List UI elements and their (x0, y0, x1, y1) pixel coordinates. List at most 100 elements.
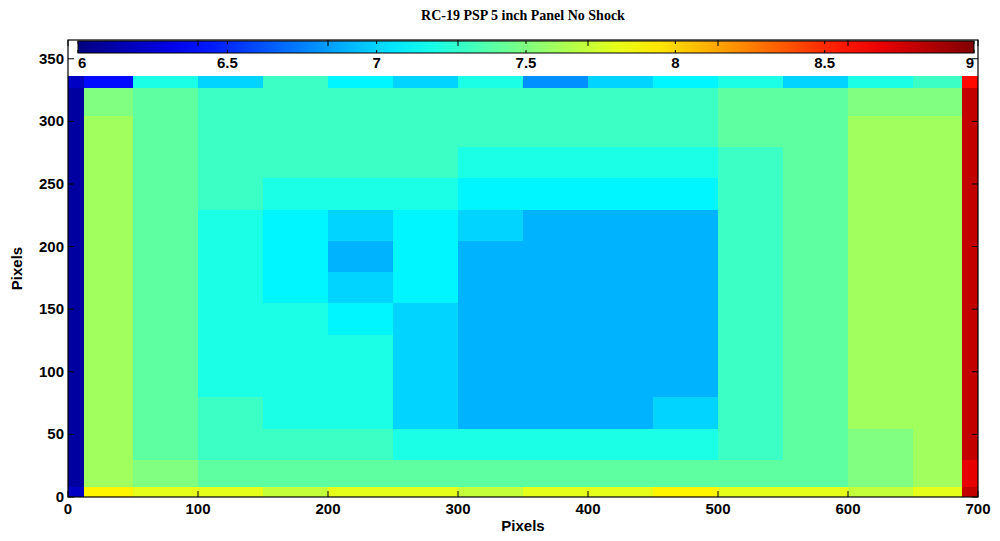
heat-cell (393, 178, 459, 210)
heat-cell (458, 334, 524, 366)
heat-cell (393, 487, 459, 497)
heat-cell (913, 397, 963, 429)
heat-cell (198, 209, 264, 241)
heat-cell (263, 334, 329, 366)
heat-cell (133, 146, 199, 178)
heat-cell (588, 459, 654, 487)
heat-cell (328, 334, 394, 366)
heat-cell (133, 178, 199, 210)
heat-cell (68, 487, 84, 497)
heat-cell (913, 178, 963, 210)
heat-cell (263, 209, 329, 241)
heat-cell (84, 303, 134, 335)
x-tick (68, 491, 69, 497)
heat-cell (393, 240, 459, 272)
heat-cell (458, 459, 524, 487)
heat-cell (263, 88, 329, 116)
y-tick (972, 246, 978, 247)
heat-cell (718, 88, 784, 116)
x-tick (718, 491, 719, 497)
heat-cell (913, 272, 963, 304)
colorbar-tick-label: 7 (372, 54, 380, 71)
heat-cell (393, 209, 459, 241)
heat-cell (848, 303, 914, 335)
x-tick (198, 491, 199, 497)
heat-cell (848, 397, 914, 429)
heat-cell (848, 146, 914, 178)
y-tick-label: 150 (39, 300, 64, 317)
heat-cell (962, 240, 978, 272)
heat-cell (962, 178, 978, 210)
heat-cell (263, 366, 329, 398)
heat-cell (133, 303, 199, 335)
heat-cell (588, 366, 654, 398)
heat-cell (588, 88, 654, 116)
heat-cell (913, 487, 963, 497)
x-tick (848, 40, 849, 46)
heat-cell (393, 272, 459, 304)
heat-cell (458, 366, 524, 398)
heat-cell (328, 459, 394, 487)
heat-cell (84, 209, 134, 241)
y-tick (68, 183, 74, 184)
heat-cell (458, 397, 524, 429)
x-tick (848, 491, 849, 497)
heat-cell (783, 334, 849, 366)
x-tick (458, 40, 459, 46)
y-tick (972, 371, 978, 372)
heat-cell (393, 303, 459, 335)
heat-cell (523, 240, 589, 272)
heat-cell (393, 76, 459, 88)
y-tick (68, 371, 74, 372)
heat-cell (848, 459, 914, 487)
heat-cell (263, 487, 329, 497)
x-tick-label: 500 (705, 500, 730, 517)
heat-cell (328, 76, 394, 88)
heat-cell (718, 178, 784, 210)
heat-cell (588, 428, 654, 460)
heat-cell (328, 428, 394, 460)
heat-cell (913, 240, 963, 272)
heat-cell (653, 209, 719, 241)
heat-cell (68, 397, 84, 429)
plot-background (68, 40, 978, 497)
colorbar-tick-label: 7.5 (516, 54, 537, 71)
heat-cell (458, 146, 524, 178)
heat-cell (328, 146, 394, 178)
heat-cell (653, 88, 719, 116)
heat-cell (523, 487, 589, 497)
heat-cell (913, 115, 963, 147)
heat-cell (328, 397, 394, 429)
heat-cell (913, 428, 963, 460)
y-tick (68, 58, 74, 59)
heat-cell (848, 272, 914, 304)
colorbar-tick-label: 8 (671, 54, 679, 71)
heat-cell (653, 459, 719, 487)
x-tick-label: 100 (185, 500, 210, 517)
heat-cell (458, 178, 524, 210)
heat-cell (84, 146, 134, 178)
heat-cell (393, 88, 459, 116)
heat-cell (962, 272, 978, 304)
heat-cell (718, 115, 784, 147)
y-tick (68, 497, 74, 498)
heat-cell (962, 146, 978, 178)
heat-cell (84, 334, 134, 366)
heat-cell (848, 240, 914, 272)
heat-cell (263, 146, 329, 178)
heat-cell (848, 178, 914, 210)
heat-cell (133, 397, 199, 429)
heat-cell (523, 76, 589, 88)
heat-cell (718, 334, 784, 366)
heat-cell (523, 115, 589, 147)
heat-cell (68, 209, 84, 241)
heat-cell (84, 272, 134, 304)
heat-cell (588, 178, 654, 210)
heat-cell (68, 115, 84, 147)
heat-cell (198, 146, 264, 178)
colorbar-tick (227, 41, 228, 44)
heat-cell (393, 459, 459, 487)
x-tick-label: 700 (965, 500, 990, 517)
colorbar-tick (227, 50, 228, 53)
chart: 66.577.588.59010020030040050060070005010… (0, 0, 1000, 541)
